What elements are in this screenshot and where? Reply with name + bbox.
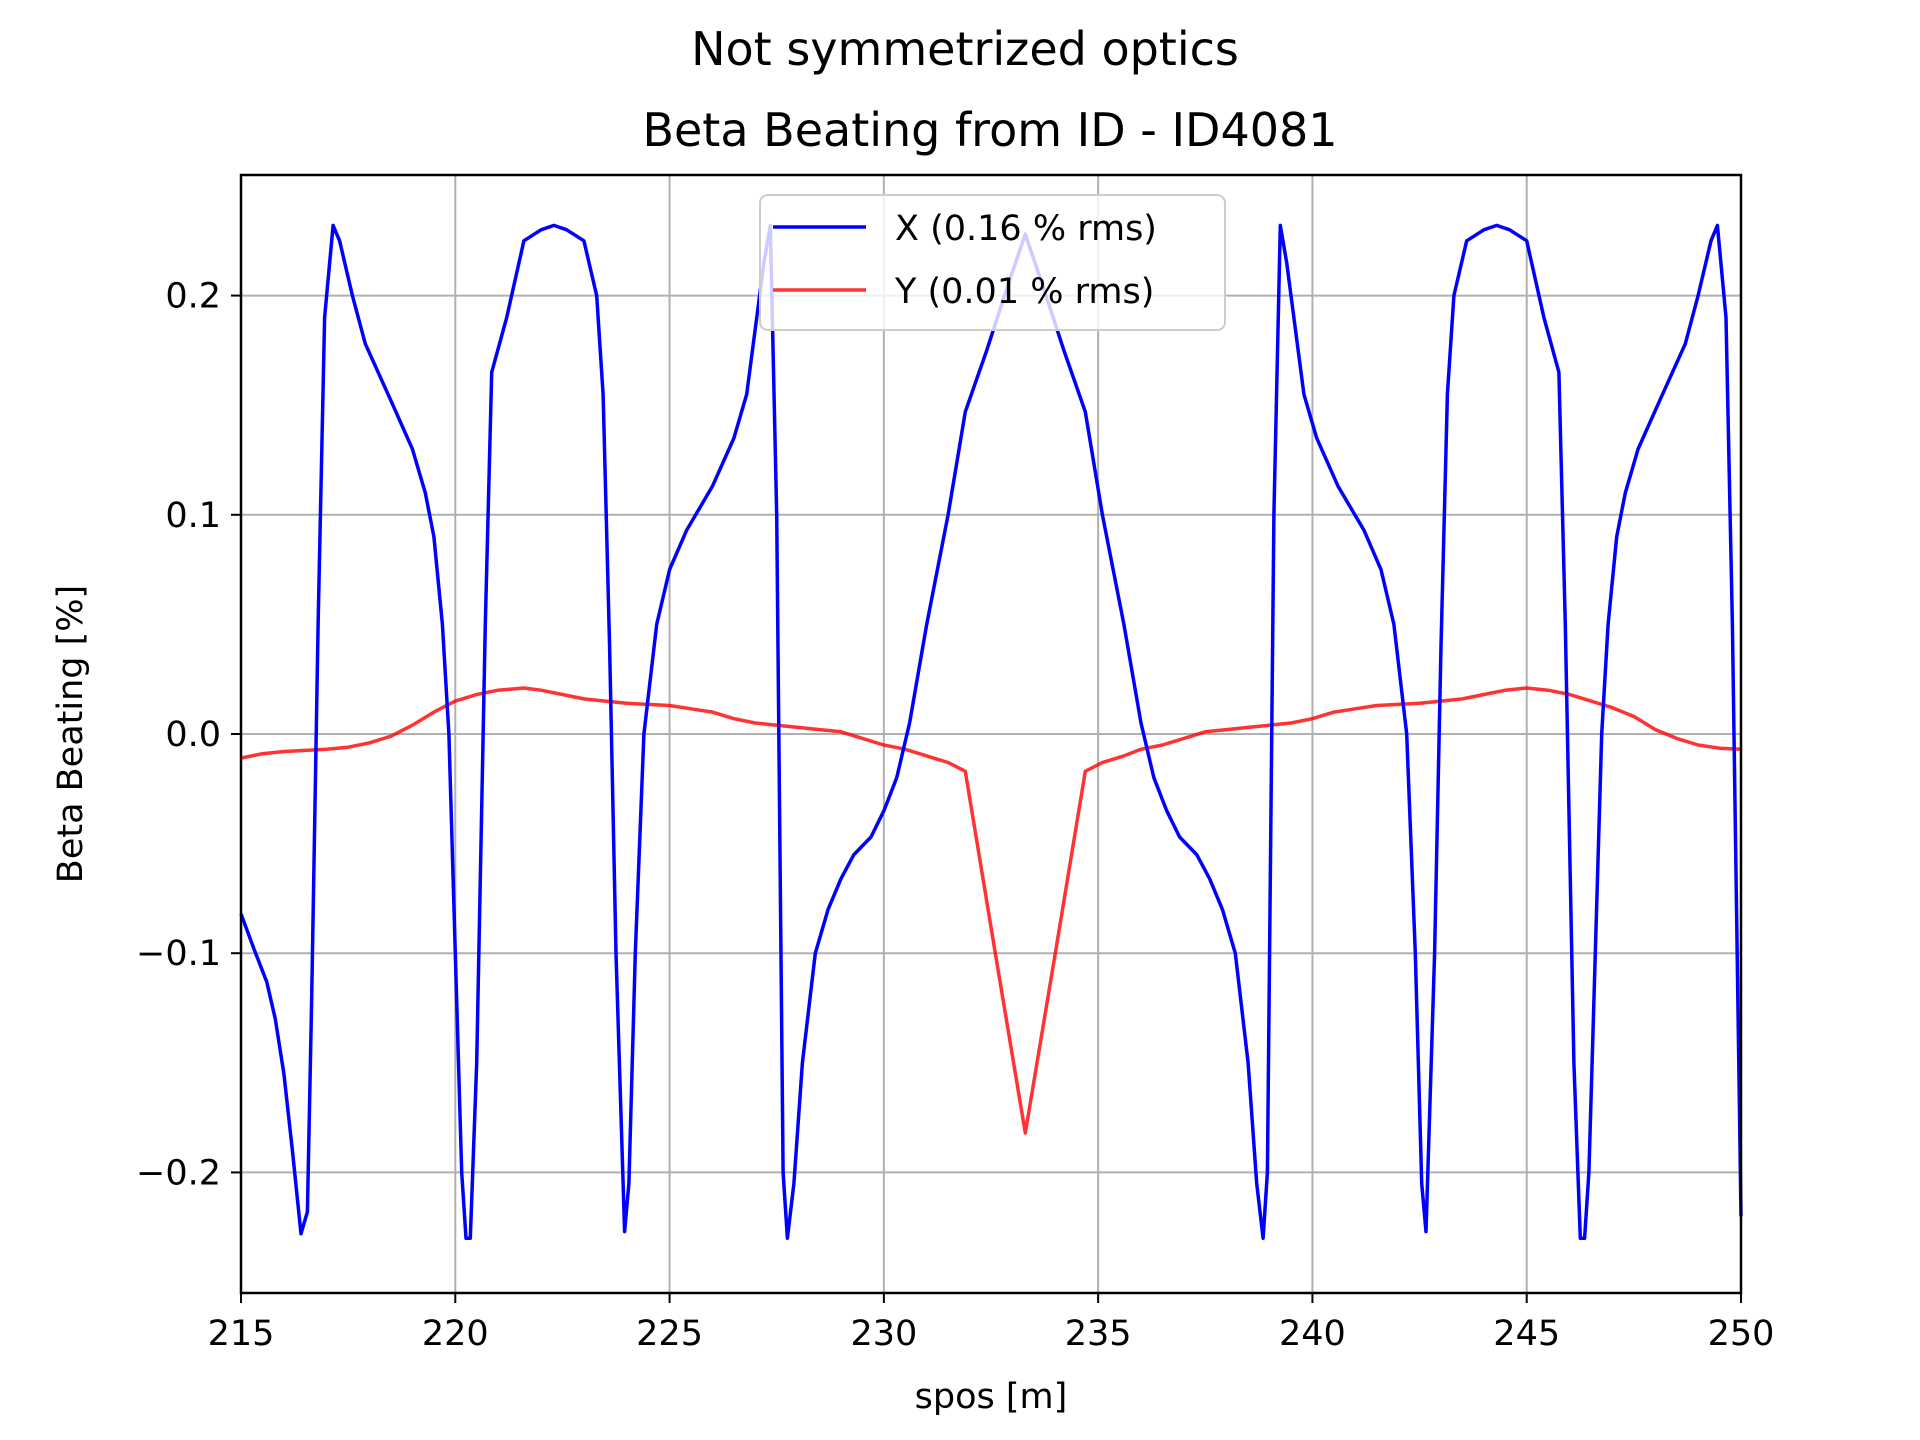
series-y-line bbox=[240, 686, 1742, 1135]
chart-title: Beta Beating from ID - ID4081 bbox=[642, 103, 1337, 157]
chart-suptitle: Not symmetrized optics bbox=[691, 22, 1239, 76]
legend-label-x: X (0.16 % rms) bbox=[895, 209, 1157, 249]
x-tick-label: 230 bbox=[850, 1314, 917, 1354]
series-lines bbox=[239, 223, 1743, 1240]
x-tick-label: 250 bbox=[1708, 1314, 1775, 1354]
x-tick-label: 240 bbox=[1279, 1314, 1346, 1354]
y-tick-label: 0.1 bbox=[165, 496, 221, 536]
x-axis-ticks: 215 220 225 230 235 240 245 250 bbox=[208, 1293, 1775, 1354]
x-tick-label: 220 bbox=[422, 1314, 489, 1354]
y-axis-label: Beta Beating [%] bbox=[51, 585, 91, 883]
y-tick-label: 0.2 bbox=[165, 277, 221, 317]
x-tick-label: 235 bbox=[1065, 1314, 1132, 1354]
y-tick-label: −0.1 bbox=[136, 934, 221, 974]
x-axis-label: spos [m] bbox=[915, 1377, 1068, 1417]
y-tick-label: 0.0 bbox=[165, 715, 221, 755]
y-tick-label: −0.2 bbox=[136, 1153, 221, 1193]
y-axis-ticks: −0.2 −0.1 0.0 0.1 0.2 bbox=[136, 277, 241, 1193]
x-tick-label: 225 bbox=[636, 1314, 703, 1354]
x-tick-label: 245 bbox=[1493, 1314, 1560, 1354]
legend-box bbox=[759, 194, 1226, 331]
legend-label-y: Y (0.01 % rms) bbox=[894, 272, 1154, 312]
series-x-line bbox=[239, 223, 1743, 1240]
legend: X (0.16 % rms) Y (0.01 % rms) bbox=[759, 194, 1226, 331]
x-tick-label: 215 bbox=[208, 1314, 275, 1354]
